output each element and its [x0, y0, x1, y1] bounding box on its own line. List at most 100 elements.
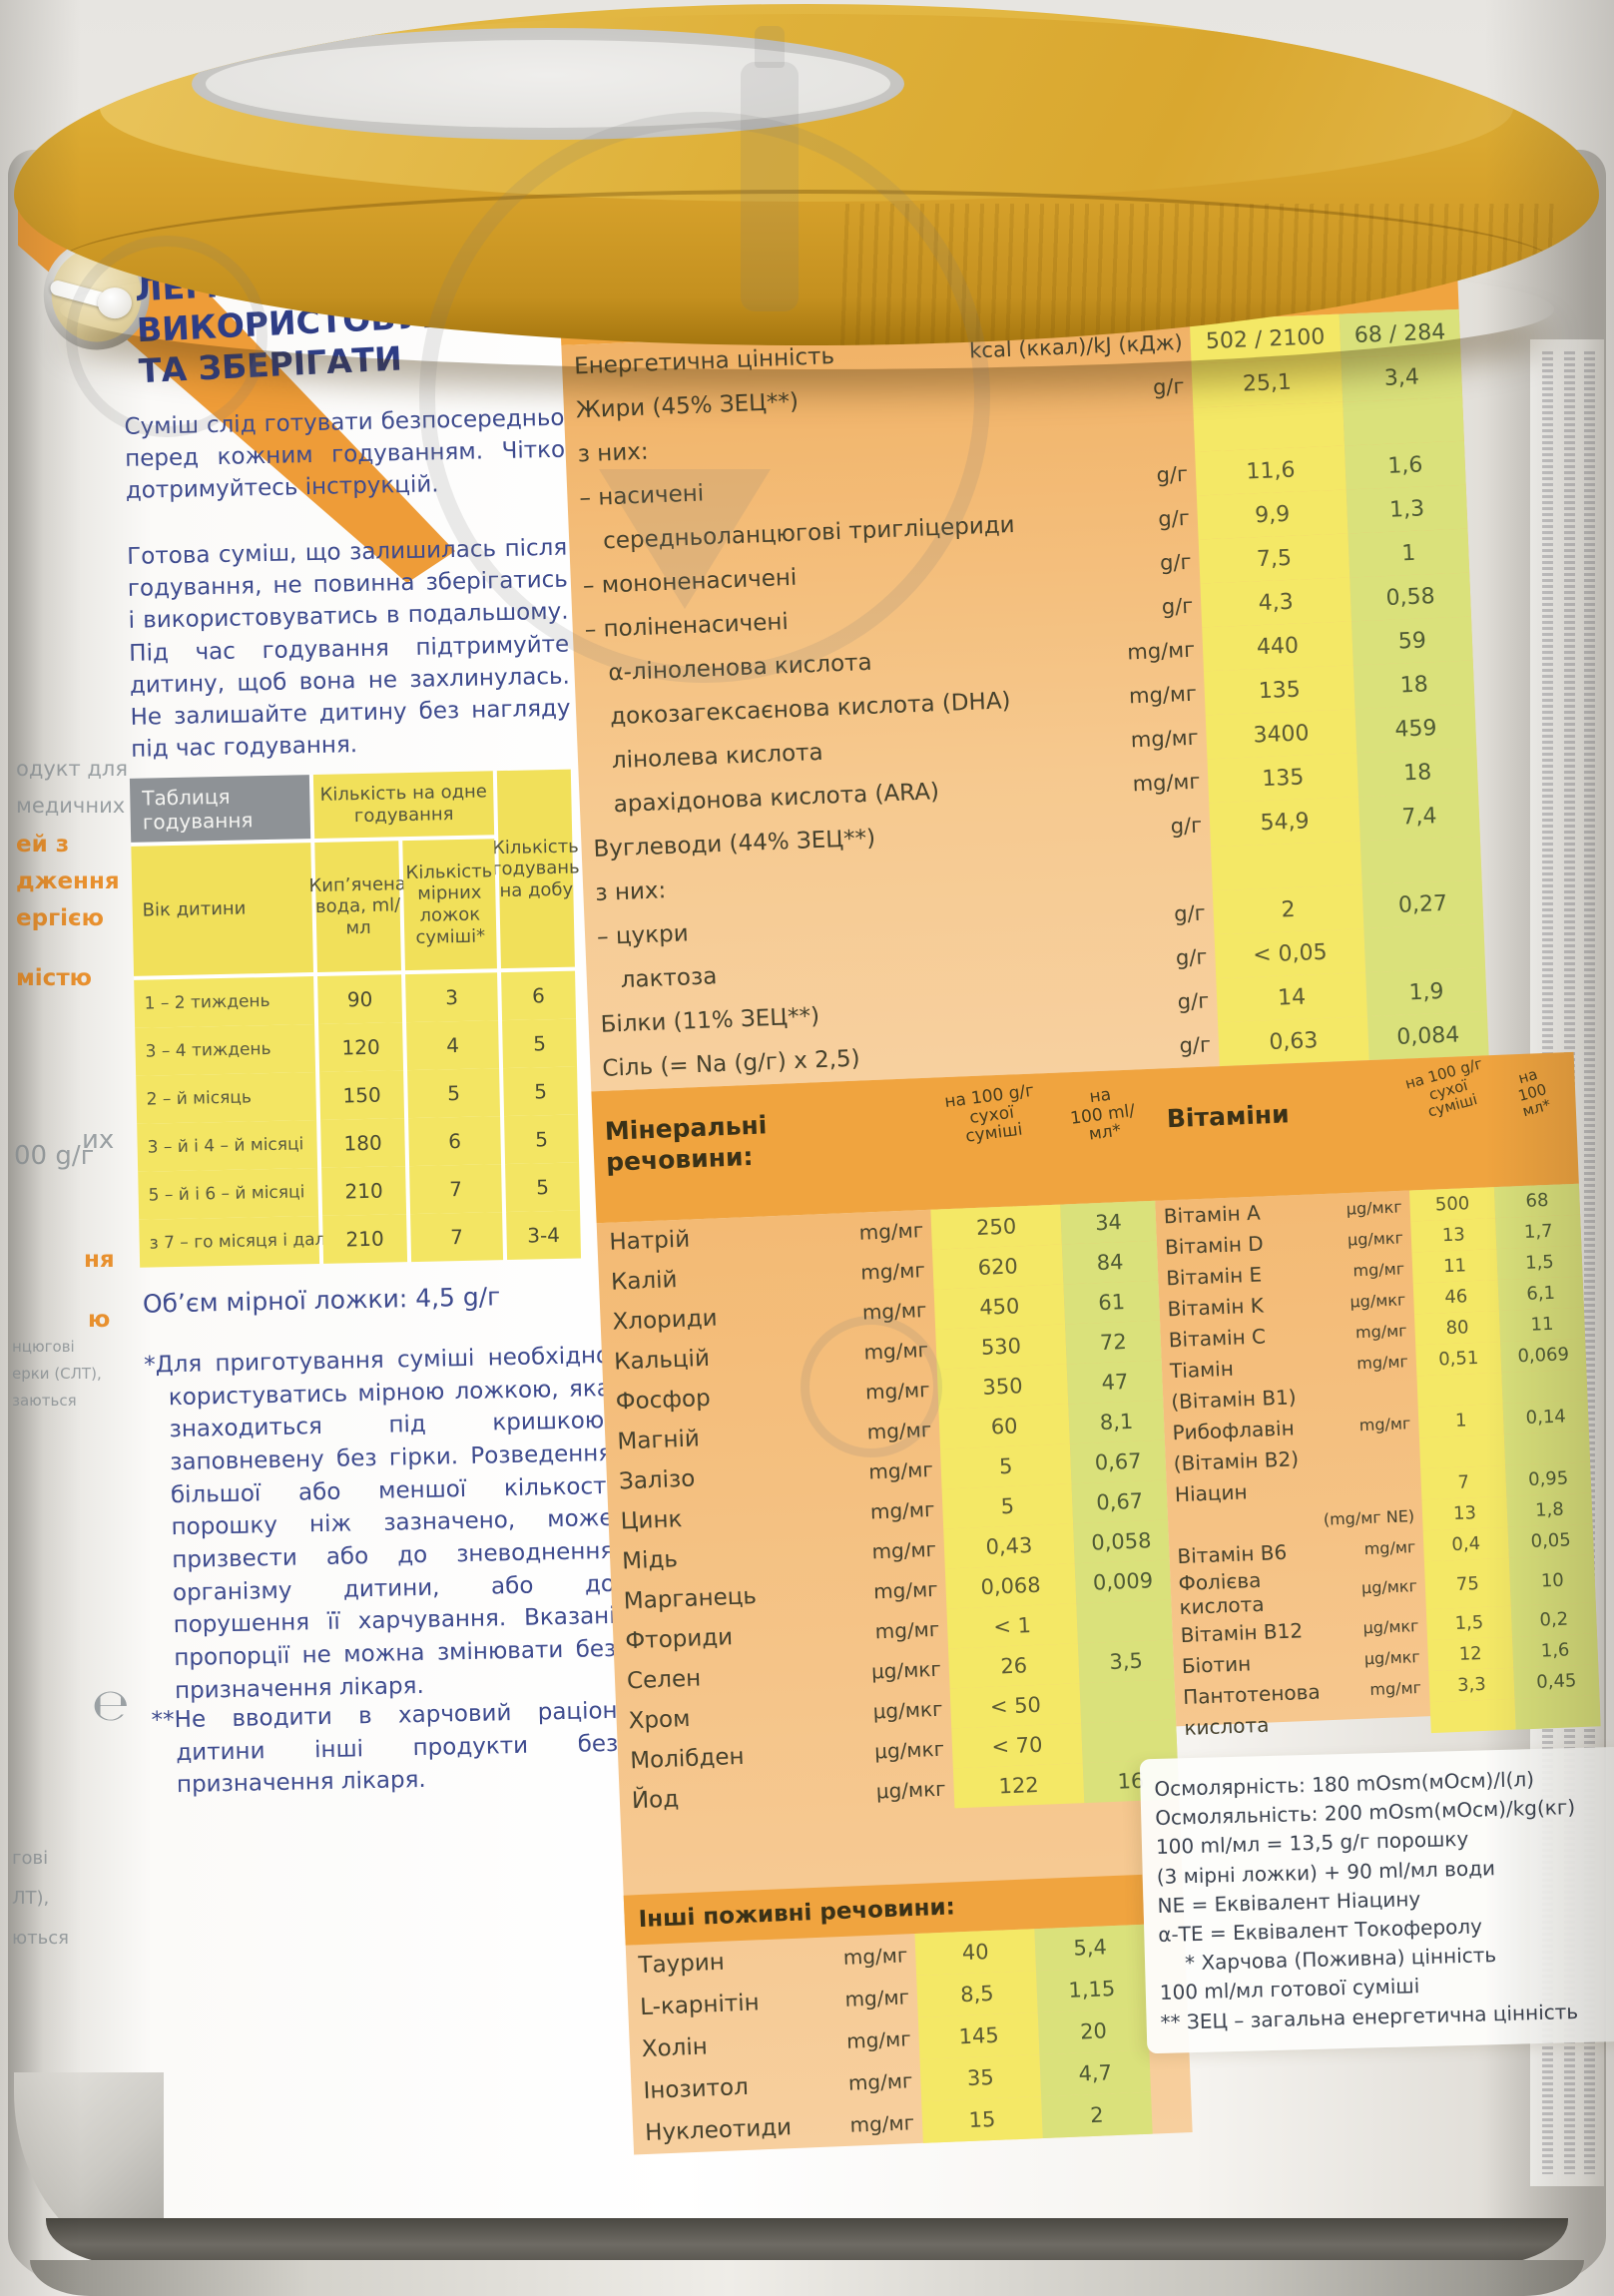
- can-bottom-edge: [30, 2260, 1584, 2296]
- instructions-panel: ЗРУЧНА ЛОЖКА ЛЕГКОВИКОРИСТОВУВАТИТА ЗБЕР…: [42, 203, 619, 1849]
- feeding-table-header: Таблиця годування Кількість на одне году…: [129, 769, 580, 976]
- value-per-100ml: [1359, 836, 1482, 885]
- vitamin-unit: [1333, 1376, 1418, 1410]
- value-per-100ml: 1,7: [1495, 1214, 1582, 1250]
- value-per-100ml: 7,4: [1358, 792, 1480, 842]
- edge-text-fragment: их: [82, 1125, 115, 1155]
- estimated-sign: ℮: [92, 1680, 130, 1731]
- nutrient-unit: mg/мг: [849, 2110, 915, 2137]
- lid-seam-line: [54, 190, 1559, 343]
- value-per-100g: 15: [921, 2096, 1043, 2143]
- value-per-100g: 0,63: [1218, 1016, 1369, 1067]
- vitamin-unit: mg/мг: [1355, 1351, 1409, 1373]
- vitamin-unit: µg/мкг: [1360, 1576, 1418, 1598]
- value-per-100g: 500: [1408, 1187, 1496, 1222]
- value-per-100ml: 0,27: [1361, 879, 1484, 929]
- nutrient-unit: g/г: [1159, 549, 1193, 576]
- col-group-per-feeding: Кількість на одне годування: [312, 771, 495, 840]
- value-per-100ml: 84: [1061, 1240, 1159, 1285]
- nutrient-unit: [1101, 847, 1213, 894]
- value-per-100g: 122: [952, 1763, 1085, 1809]
- title-line: речовини:: [605, 1141, 754, 1177]
- value-per-100g: [1211, 841, 1362, 891]
- scoops-cell: 7: [409, 1164, 503, 1215]
- value-per-100g: 12: [1427, 1636, 1514, 1672]
- value-per-100ml: 0,67: [1069, 1439, 1167, 1484]
- value-per-100g: 80: [1413, 1311, 1501, 1346]
- edge-text-line: одукт для: [16, 757, 128, 781]
- value-per-100g: 0,4: [1422, 1526, 1509, 1562]
- value-per-100ml: [1076, 1599, 1173, 1644]
- value-per-100g: 11: [1411, 1249, 1498, 1284]
- vitamin-unit: mg/мг: [1369, 1677, 1422, 1699]
- value-per-100ml: 0,58: [1349, 572, 1471, 622]
- vitamin-unit: mg/мг: [1352, 1258, 1405, 1280]
- lid-center-inner: [206, 40, 890, 128]
- value-per-100g: 350: [936, 1364, 1069, 1410]
- vitamin-unit: µg/мкг: [1363, 1646, 1421, 1668]
- mineral-unit: µg/мкг: [870, 1656, 942, 1684]
- value-per-100ml: 11: [1498, 1307, 1586, 1343]
- feeds-cell: 5: [503, 1066, 579, 1117]
- scoops-cell: 6: [408, 1116, 502, 1167]
- value-per-100ml: 0,084: [1366, 1011, 1489, 1061]
- edge-text-line: ерки (СЛТ),: [12, 1365, 102, 1383]
- value-per-100ml: [1503, 1431, 1591, 1465]
- mineral-unit: mg/мг: [869, 1496, 935, 1524]
- value-per-100g: 250: [930, 1204, 1062, 1250]
- age-cell: 2 – й місяць: [136, 1072, 317, 1124]
- value-per-100g: 7,5: [1198, 533, 1350, 584]
- minerals-table: Натрій mg/мг 250 34 Калій mg/мг 620 84 Х…: [597, 1200, 1180, 1822]
- value-per-100ml: 3,4: [1341, 352, 1463, 402]
- col-boiled-water: Кип’ячена вода, ml/мл: [308, 841, 406, 972]
- value-per-100ml: 1,6: [1344, 440, 1466, 490]
- value-per-100ml: 1,3: [1345, 484, 1468, 534]
- value-per-100ml: 0,45: [1513, 1664, 1600, 1699]
- vitamin-unit: (mg/мг NE): [1323, 1505, 1415, 1529]
- value-per-100ml: 0,67: [1071, 1479, 1169, 1524]
- nutrient-unit: mg/мг: [1126, 637, 1196, 665]
- value-per-100ml: 1,15: [1036, 1966, 1148, 2013]
- value-per-100g: 8,5: [916, 1971, 1038, 2017]
- nutrition-table: Енергетична цінність kcal (ккал)/kJ (кДж…: [561, 308, 1489, 1092]
- age-cell: 5 – й і 6 – й місяці: [138, 1168, 319, 1220]
- value-per-100ml: [1514, 1695, 1601, 1730]
- feeds-cell: 6: [501, 970, 577, 1021]
- scoops-cell: 5: [407, 1068, 501, 1119]
- value-per-100g: 135: [1203, 665, 1355, 716]
- value-per-100g: 25,1: [1191, 357, 1344, 408]
- value-per-100g: 0,43: [943, 1523, 1075, 1569]
- vitamin-unit: mg/мг: [1358, 1413, 1411, 1435]
- footnote-doctor: **Не вводити в харчовий раціон дитини ін…: [151, 1697, 619, 1799]
- nutrient-unit: mg/мг: [1128, 681, 1198, 709]
- feeds-cell: 3-4: [506, 1210, 582, 1261]
- vitamin-unit: [1335, 1437, 1420, 1471]
- nutrient-label: Нуклеотиди: [644, 2114, 793, 2147]
- lid-center-oval: [192, 28, 904, 140]
- value-per-100g: 145: [917, 2012, 1040, 2059]
- scoop-volume-note: Об’єм мірної ложки: 4,5 g/г: [142, 1282, 501, 1319]
- can-bottom-rim: [46, 2218, 1568, 2266]
- value-per-100g: [1418, 1434, 1506, 1469]
- value-per-100ml: 0,95: [1505, 1461, 1592, 1496]
- nutrient-unit: mg/мг: [842, 1943, 908, 1970]
- value-per-100g: 1: [1417, 1403, 1504, 1438]
- water-cell: 210: [321, 1166, 407, 1216]
- mineral-unit: µg/мкг: [875, 1776, 947, 1804]
- edge-text-fragment: нцюгові ерки (СЛТ), заються: [12, 1334, 102, 1415]
- value-per-100g: < 50: [949, 1683, 1082, 1729]
- nutrient-unit: g/г: [1173, 900, 1207, 926]
- footnote-preparation: *Для приготування суміші необхідно корис…: [143, 1342, 617, 1704]
- col-child-age: Вік дитини: [131, 843, 314, 976]
- value-per-100g: < 1: [946, 1603, 1078, 1649]
- feeding-table-body: 1 – 2 тиждень 90 3 6 3 – 4 тиждень 120 4…: [134, 970, 582, 1268]
- value-per-100ml: 18: [1356, 748, 1479, 798]
- vitamin-unit: µg/мкг: [1345, 1196, 1402, 1219]
- value-per-100ml: 61: [1063, 1280, 1161, 1325]
- scoops-cell: 7: [410, 1212, 504, 1263]
- value-per-100ml: 10: [1508, 1554, 1596, 1606]
- edge-text-line: дження: [16, 868, 120, 894]
- vitamin-unit: mg/мг: [1354, 1320, 1407, 1342]
- mineral-unit: µg/мкг: [872, 1696, 943, 1724]
